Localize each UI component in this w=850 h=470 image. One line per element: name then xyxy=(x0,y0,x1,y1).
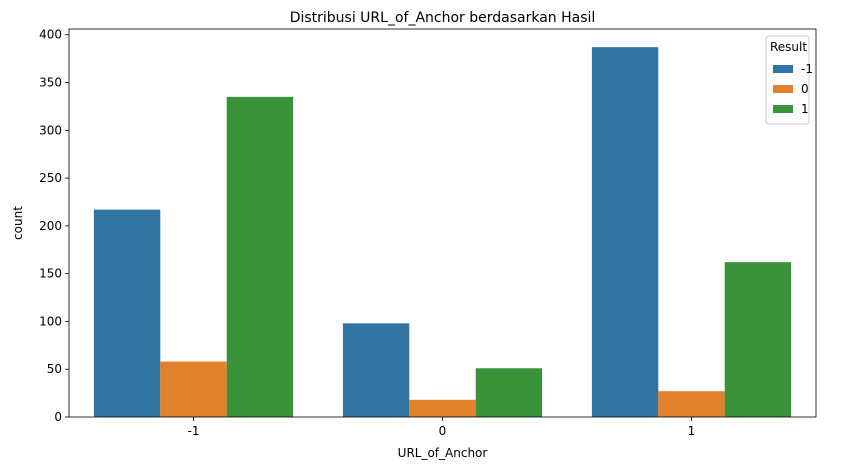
bar-1-result-0 xyxy=(658,391,725,417)
bar--1-result-1 xyxy=(226,96,294,417)
x-tick-label: 1 xyxy=(688,424,696,438)
bar-0-result--1 xyxy=(342,323,410,417)
y-axis: 0 50 100 150 200 250 300 350 400 xyxy=(39,28,69,424)
legend-title: Result xyxy=(770,40,807,54)
y-tick-label: 50 xyxy=(47,362,62,376)
legend-swatch-1 xyxy=(773,105,793,113)
y-tick-label: 0 xyxy=(54,410,62,424)
x-axis-label: URL_of_Anchor xyxy=(398,446,488,460)
legend-label-0: 0 xyxy=(801,82,809,96)
legend-label-1: 1 xyxy=(801,102,809,116)
bar--1-result--1 xyxy=(93,209,161,417)
x-axis: -1 0 1 xyxy=(188,417,696,438)
bar-1-result-1 xyxy=(724,262,792,417)
y-tick-label: 300 xyxy=(39,123,62,137)
chart-title: Distribusi URL_of_Anchor berdasarkan Has… xyxy=(290,10,596,26)
bar-0-result-1 xyxy=(475,368,543,417)
legend-swatch--1 xyxy=(773,65,793,73)
legend-box xyxy=(765,35,810,125)
y-tick-label: 400 xyxy=(39,28,62,42)
x-tick-label: -1 xyxy=(188,424,200,438)
x-tick-label: 0 xyxy=(439,424,447,438)
legend: Result -1 0 1 xyxy=(765,35,813,125)
legend-label--1: -1 xyxy=(801,62,813,76)
bar-0-result-0 xyxy=(409,399,476,417)
bar--1-result-0 xyxy=(160,361,227,417)
y-tick-label: 250 xyxy=(39,171,62,185)
legend-swatch-0 xyxy=(773,85,793,93)
plot-frame xyxy=(68,28,817,418)
plot-area xyxy=(93,47,792,418)
bar-1-result--1 xyxy=(591,47,659,418)
y-axis-label: count xyxy=(11,206,25,240)
y-tick-label: 150 xyxy=(39,267,62,281)
y-tick-label: 350 xyxy=(39,76,62,90)
y-tick-label: 200 xyxy=(39,219,62,233)
y-tick-label: 100 xyxy=(39,314,62,328)
